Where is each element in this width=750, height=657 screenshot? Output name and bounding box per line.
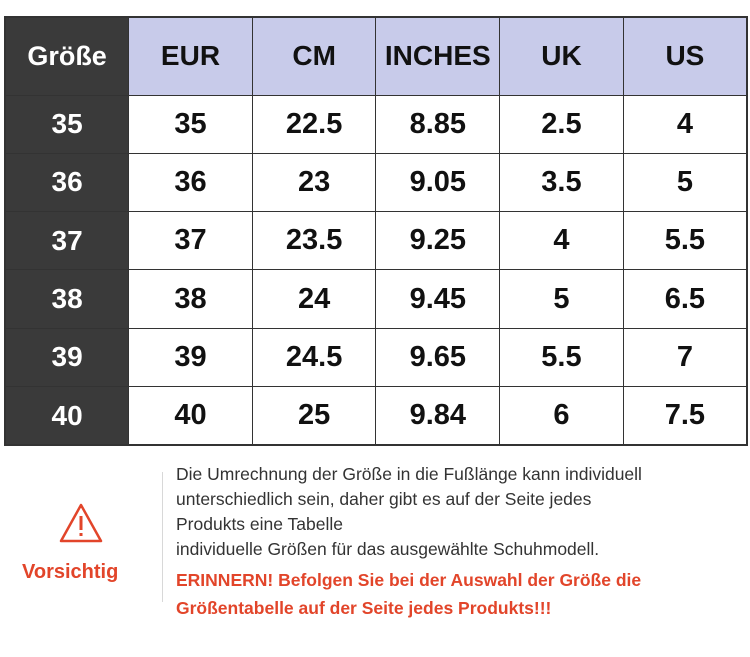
size-cell: 37 <box>4 211 130 271</box>
size-cell: 39 <box>4 327 130 388</box>
us-cell: 5.5 <box>622 211 748 271</box>
uk-cell: 3.5 <box>499 152 624 213</box>
eur-cell: 36 <box>128 152 253 213</box>
size-cell: 40 <box>4 386 130 446</box>
us-cell: 7.5 <box>622 386 748 446</box>
eur-cell: 39 <box>128 327 253 388</box>
uk-cell: 5.5 <box>499 327 624 388</box>
note-line: Produkts eine Tabelle <box>176 514 344 534</box>
table-row: 35 35 22.5 8.85 2.5 4 <box>4 94 748 154</box>
warning-triangle-icon <box>59 503 103 543</box>
note-line: unterschiedlich sein, daher gibt es auf … <box>176 489 592 509</box>
cm-cell: 23.5 <box>251 211 377 271</box>
table-row: 37 37 23.5 9.25 4 5.5 <box>4 211 748 271</box>
header-eur: EUR <box>128 16 253 96</box>
size-chart-table: Größe EUR CM INCHES UK US 35 35 22.5 8.8… <box>4 16 748 446</box>
us-cell: 6.5 <box>622 269 748 329</box>
header-cm: CM <box>251 16 377 96</box>
size-cell: 36 <box>4 152 130 213</box>
table-row: 39 39 24.5 9.65 5.5 7 <box>4 327 748 388</box>
eur-cell: 35 <box>128 94 253 154</box>
note-line: Die Umrechnung der Größe in die Fußlänge… <box>176 464 642 484</box>
cm-cell: 25 <box>251 386 377 446</box>
uk-cell: 5 <box>499 269 624 329</box>
inches-cell: 9.25 <box>375 211 501 271</box>
note-text: Die Umrechnung der Größe in die Fußlänge… <box>176 462 746 562</box>
header-uk: UK <box>499 16 624 96</box>
size-cell: 38 <box>4 269 130 329</box>
cm-cell: 24 <box>251 269 377 329</box>
inches-cell: 9.84 <box>375 386 501 446</box>
cm-cell: 23 <box>251 152 377 213</box>
cm-cell: 22.5 <box>251 94 377 154</box>
size-cell: 35 <box>4 94 130 154</box>
header-inches: INCHES <box>375 16 501 96</box>
table-row: 38 38 24 9.45 5 6.5 <box>4 269 748 329</box>
inches-cell: 9.45 <box>375 269 501 329</box>
uk-cell: 4 <box>499 211 624 271</box>
table-row: 40 40 25 9.84 6 7.5 <box>4 386 748 446</box>
header-us: US <box>622 16 748 96</box>
header-size: Größe <box>4 16 130 96</box>
reminder-line: ERINNERN! Befolgen Sie bei der Auswahl d… <box>176 570 642 590</box>
note-divider <box>162 472 163 602</box>
note-line: individuelle Größen für das ausgewählte … <box>176 539 600 559</box>
uk-cell: 6 <box>499 386 624 446</box>
inches-cell: 8.85 <box>375 94 501 154</box>
eur-cell: 37 <box>128 211 253 271</box>
reminder-text: ERINNERN! Befolgen Sie bei der Auswahl d… <box>176 566 746 622</box>
inches-cell: 9.05 <box>375 152 501 213</box>
eur-cell: 38 <box>128 269 253 329</box>
us-cell: 4 <box>622 94 748 154</box>
uk-cell: 2.5 <box>499 94 624 154</box>
warning-label: Vorsichtig <box>22 561 119 583</box>
eur-cell: 40 <box>128 386 253 446</box>
inches-cell: 9.65 <box>375 327 501 388</box>
us-cell: 7 <box>622 327 748 388</box>
table-row: 36 36 23 9.05 3.5 5 <box>4 152 748 213</box>
table-header-row: Größe EUR CM INCHES UK US <box>4 16 748 96</box>
us-cell: 5 <box>622 152 748 213</box>
reminder-line: Größentabelle auf der Seite jedes Produk… <box>176 598 552 618</box>
cm-cell: 24.5 <box>251 327 377 388</box>
